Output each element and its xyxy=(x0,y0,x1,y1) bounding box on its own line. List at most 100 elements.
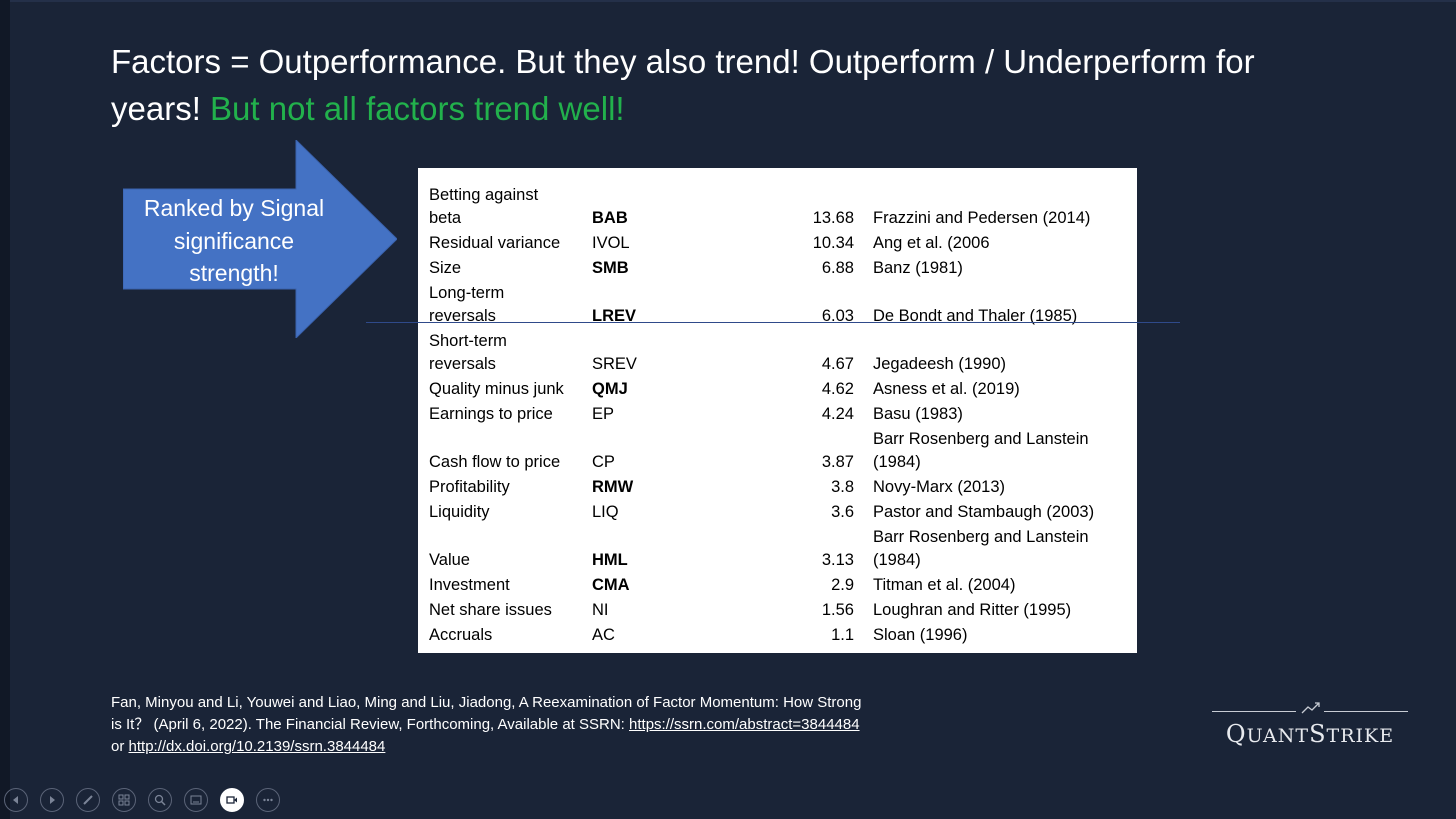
factor-reference-line: De Bondt and Thaler (1985) xyxy=(873,307,1078,325)
subtitles-icon xyxy=(190,795,202,805)
factor-value: 10.34 xyxy=(812,234,854,252)
factor-name-line: reversals xyxy=(429,355,496,373)
factor-reference-line: Barr Rosenberg and Lanstein xyxy=(873,528,1089,546)
factor-abbr: AC xyxy=(592,626,615,644)
factor-reference-line: Sloan (1996) xyxy=(873,626,968,644)
factor-abbr: SREV xyxy=(592,355,637,373)
zoom-button[interactable] xyxy=(148,788,172,812)
table-row: Value HML 3.13 Barr Rosenberg and Lanstein (… xyxy=(418,526,1137,572)
factor-reference-line: Ang et al. (2006 xyxy=(873,234,990,252)
factor-value: 2.9 xyxy=(831,576,854,594)
logo-rule-right xyxy=(1324,711,1408,712)
factor-name-line: Accruals xyxy=(429,626,493,644)
factor-reference-line: Asness et al. (2019) xyxy=(873,380,1020,398)
table-row: Quality minus junk QMJ 4.62 Asness et al. (… xyxy=(418,378,1137,401)
table-row: Liquidity LIQ 3.6 Pastor and Stambaugh (200… xyxy=(418,501,1137,524)
factor-name-line: Net share issues xyxy=(429,601,552,619)
doi-link[interactable]: http://dx.doi.org/10.2139/ssrn.3844484 xyxy=(128,738,386,755)
factor-abbr: BAB xyxy=(592,209,628,227)
factor-name: Profitability xyxy=(429,476,589,499)
ssrn-link[interactable]: https://ssrn.com/abstract=3844484 xyxy=(629,716,860,733)
right-arrow-shape xyxy=(123,140,397,338)
factor-reference: Sloan (1996) xyxy=(873,624,1133,647)
factor-value: 1.1 xyxy=(831,626,854,644)
table-row: Betting against beta BAB 13.68 Frazzini and … xyxy=(418,184,1137,230)
factor-abbr: CP xyxy=(592,453,615,471)
factor-name-line: Value xyxy=(429,551,470,569)
arrow-caption-line: significance xyxy=(173,227,295,254)
factor-abbr: EP xyxy=(592,405,615,423)
table-row: Residual variance IVOL 10.34 Ang et al. (20… xyxy=(418,232,1137,255)
factor-name-line: Residual variance xyxy=(429,234,561,252)
next-icon xyxy=(50,796,55,804)
camera-button[interactable] xyxy=(220,788,244,812)
factor-name: Short-term reversals xyxy=(429,330,589,376)
factor-name-line: beta xyxy=(429,209,462,227)
title-highlight: But not all factors trend well! xyxy=(210,90,625,127)
subtitles-button[interactable] xyxy=(184,788,208,812)
slide-title: Factors = Outperformance. But they also … xyxy=(111,38,1341,132)
factor-name-line: Quality minus junk xyxy=(429,380,564,398)
factor-abbr: QMJ xyxy=(592,380,628,398)
factor-value: 4.67 xyxy=(821,355,854,373)
table-row: Net share issues NI 1.56 Loughran and Ritte… xyxy=(418,599,1137,622)
factor-abbr: LREV xyxy=(592,307,637,325)
factor-name-line: Size xyxy=(429,259,462,277)
more-options-button[interactable] xyxy=(256,788,280,812)
factor-name-line: Short-term xyxy=(429,332,507,350)
factor-name: Size xyxy=(429,257,589,280)
factor-name: Earnings to price xyxy=(429,403,589,426)
factor-name-line: Earnings to price xyxy=(429,405,553,423)
citation-text: Fan, Minyou and Li, Youwei and Liao, Min… xyxy=(111,694,862,733)
factor-value: 3.87 xyxy=(821,453,854,471)
factor-reference-line: Pastor and Stambaugh (2003) xyxy=(873,503,1095,521)
factor-reference: Jegadeesh (1990) xyxy=(873,353,1133,376)
factor-value: 3.13 xyxy=(821,551,854,569)
table-row: Profitability RMW 3.8 Novy-Marx (2013) xyxy=(418,476,1137,499)
factor-abbr: HML xyxy=(592,551,628,569)
factor-reference-line: Novy-Marx (2013) xyxy=(873,478,1006,496)
factor-abbr: LIQ xyxy=(592,503,619,521)
factor-name: Quality minus junk xyxy=(429,378,589,401)
factor-reference-line: Loughran and Ritter (1995) xyxy=(873,601,1072,619)
factor-name: Liquidity xyxy=(429,501,589,524)
factor-name: Betting against beta xyxy=(429,184,589,230)
factor-reference-line: Jegadeesh (1990) xyxy=(873,355,1007,373)
citation-or: or xyxy=(111,738,129,755)
factor-value: 6.88 xyxy=(821,259,854,277)
factor-reference: Barr Rosenberg and Lanstein (1984) xyxy=(873,428,1133,474)
factor-name-line: reversals xyxy=(429,307,496,325)
see-all-slides-button[interactable] xyxy=(112,788,136,812)
previous-slide-button[interactable] xyxy=(4,788,28,812)
title-main: Factors = Outperformance. But they also … xyxy=(111,43,1255,127)
pen-tool-button[interactable] xyxy=(76,788,100,812)
pen-icon xyxy=(83,795,93,805)
factor-name: Residual variance xyxy=(429,232,589,255)
previous-icon xyxy=(13,796,18,804)
window-top-edge xyxy=(0,0,1456,2)
factor-value: 13.68 xyxy=(812,209,854,227)
factor-value: 3.8 xyxy=(831,478,854,496)
table-row: Investment CMA 2.9 Titman et al. (2004) xyxy=(418,574,1137,597)
factor-reference-line: Barr Rosenberg and Lanstein xyxy=(873,430,1089,448)
factor-reference: Basu (1983) xyxy=(873,403,1133,426)
table-row: Cash flow to price CP 3.87 Barr Rosenberg a… xyxy=(418,428,1137,474)
next-slide-button[interactable] xyxy=(40,788,64,812)
factor-name: Long-term reversals xyxy=(429,282,589,328)
table-row: Size SMB 6.88 Banz (1981) xyxy=(418,257,1137,280)
more-icon xyxy=(263,798,273,802)
factor-reference-line: Banz (1981) xyxy=(873,259,963,277)
factor-value: 6.03 xyxy=(821,307,854,325)
factor-name: Cash flow to price xyxy=(429,451,589,474)
factor-table: Betting against beta BAB 13.68 Frazzini and … xyxy=(418,168,1137,653)
divider-line xyxy=(366,322,1180,323)
factor-abbr: SMB xyxy=(592,259,629,277)
trend-up-icon xyxy=(1301,702,1320,714)
factor-reference: De Bondt and Thaler (1985) xyxy=(873,305,1133,328)
factor-name: Accruals xyxy=(429,624,589,647)
factor-value: 4.62 xyxy=(821,380,854,398)
factor-value: 4.24 xyxy=(821,405,854,423)
factor-abbr: CMA xyxy=(592,576,630,594)
factor-reference-line: Frazzini and Pedersen (2014) xyxy=(873,209,1091,227)
table-row: Accruals AC 1.1 Sloan (1996) xyxy=(418,624,1137,647)
